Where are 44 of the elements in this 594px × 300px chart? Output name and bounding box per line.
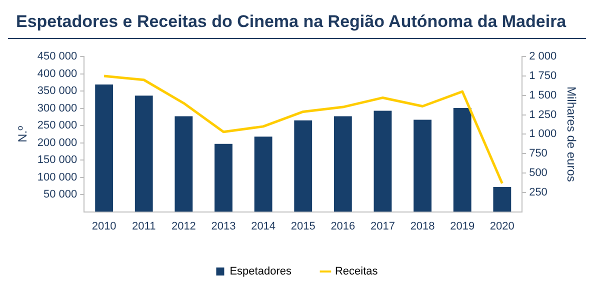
legend-label: Espetadores [230,266,292,278]
y2-tick-label: 1 750 [529,70,557,82]
y-tick-label: 250 000 [37,120,78,132]
y2-tick-label: 1 250 [529,108,557,121]
y2-axis-title: Milhares de euros [564,86,578,182]
y2-tick-label: 1 500 [529,89,557,102]
y2-tick-label: 1 000 [529,128,557,140]
y-tick-label: 200 000 [37,136,78,149]
y2-tick-label: 750 [529,148,548,160]
bar [374,110,392,212]
y-tick-label: 150 000 [37,154,78,166]
bar [334,116,352,212]
y-tick-label: 400 000 [37,68,78,80]
x-tick-label: 2017 [370,220,395,232]
bar [254,136,272,212]
y-tick-label: 450 000 [37,50,78,63]
legend-label: Receitas [334,266,378,278]
x-tick-label: 2015 [290,220,316,232]
bar [453,108,472,212]
x-tick-label: 2014 [251,220,276,232]
x-tick-label: 2013 [211,220,236,232]
bar [214,144,232,212]
x-tick-label: 2018 [410,220,435,232]
y-tick-label: 300 000 [37,102,78,114]
y-tick-label: 100 000 [37,171,78,184]
bar [294,120,312,212]
y-tick-label: 50 000 [44,188,78,201]
bar [95,84,114,212]
chart-title: Espetadores e Receitas do Cinema na Região Autónoma da Madeira [8,8,586,39]
y2-tick-label: 500 [529,167,548,180]
x-tick-label: 2011 [132,220,156,232]
x-tick-label: 2012 [171,220,196,232]
x-tick-label: 2016 [330,220,356,232]
x-tick-label: 2010 [92,220,116,232]
y2-tick-label: 2 000 [529,50,557,63]
y-axis-title: N.º [16,125,30,142]
y2-tick-label: 250 [529,186,548,198]
x-tick-label: 2019 [450,220,475,232]
bar [174,116,193,212]
bar [414,120,432,212]
bar [493,186,512,212]
y-tick-label: 350 000 [37,85,78,98]
x-tick-label: 2020 [490,220,514,232]
bar [134,96,153,212]
